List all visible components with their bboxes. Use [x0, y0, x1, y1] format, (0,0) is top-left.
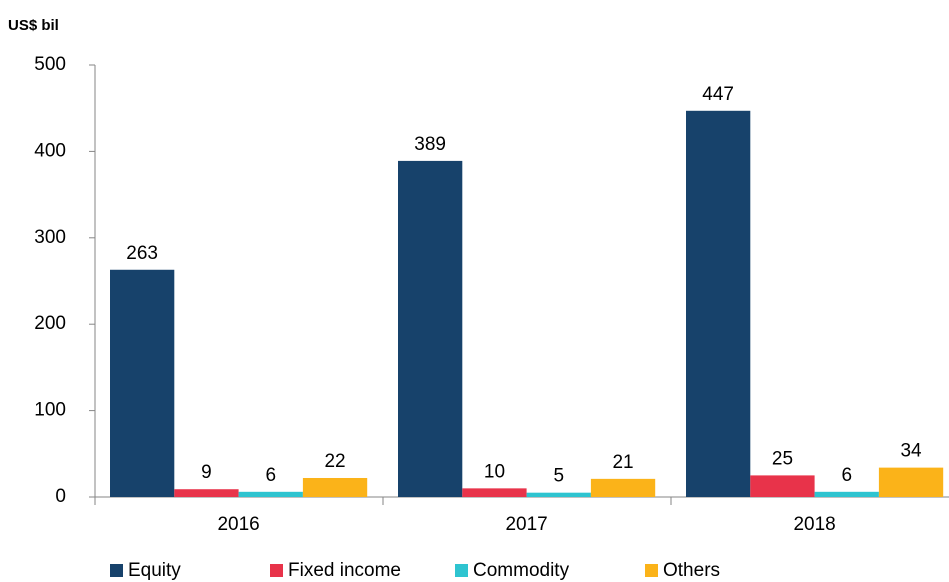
- data-label: 9: [201, 462, 212, 483]
- legend-swatch: [270, 564, 283, 577]
- data-label: 5: [553, 466, 564, 487]
- data-label: 447: [702, 84, 734, 105]
- bar: [750, 475, 815, 497]
- x-tick-label: 2018: [793, 514, 835, 535]
- bar: [814, 491, 879, 497]
- x-tick-label: 2016: [217, 514, 259, 535]
- legend-label: Commodity: [473, 560, 570, 581]
- y-tick-label: 500: [34, 54, 66, 75]
- y-tick-label: 100: [34, 400, 66, 421]
- data-label: 10: [484, 461, 505, 482]
- bar: [302, 477, 368, 497]
- legend-label: Equity: [128, 560, 181, 581]
- bar: [462, 488, 527, 497]
- bar: [590, 478, 656, 497]
- legend-label: Others: [663, 560, 720, 581]
- x-tick-label: 2017: [505, 514, 547, 535]
- bar: [878, 467, 944, 497]
- legend-swatch: [110, 564, 123, 577]
- y-axis-label: US$ bil: [8, 17, 59, 34]
- bar: [398, 160, 463, 498]
- legend-swatch: [645, 564, 658, 577]
- y-tick-label: 200: [34, 313, 66, 334]
- data-label: 22: [324, 451, 345, 472]
- data-label: 6: [841, 465, 852, 486]
- bar: [686, 110, 751, 498]
- bar: [110, 269, 175, 497]
- y-tick-label: 300: [34, 227, 66, 248]
- data-label: 25: [772, 448, 793, 469]
- data-label: 263: [126, 243, 158, 264]
- bar: [174, 489, 239, 497]
- data-label: 21: [612, 452, 633, 473]
- bar: [238, 491, 303, 497]
- bar: [526, 492, 591, 497]
- data-label: 34: [900, 441, 922, 462]
- y-tick-label: 400: [34, 140, 66, 161]
- y-tick-label: 0: [55, 486, 66, 507]
- legend-swatch: [455, 564, 468, 577]
- data-label: 389: [414, 134, 446, 155]
- data-label: 6: [265, 465, 276, 486]
- legend-label: Fixed income: [288, 560, 401, 581]
